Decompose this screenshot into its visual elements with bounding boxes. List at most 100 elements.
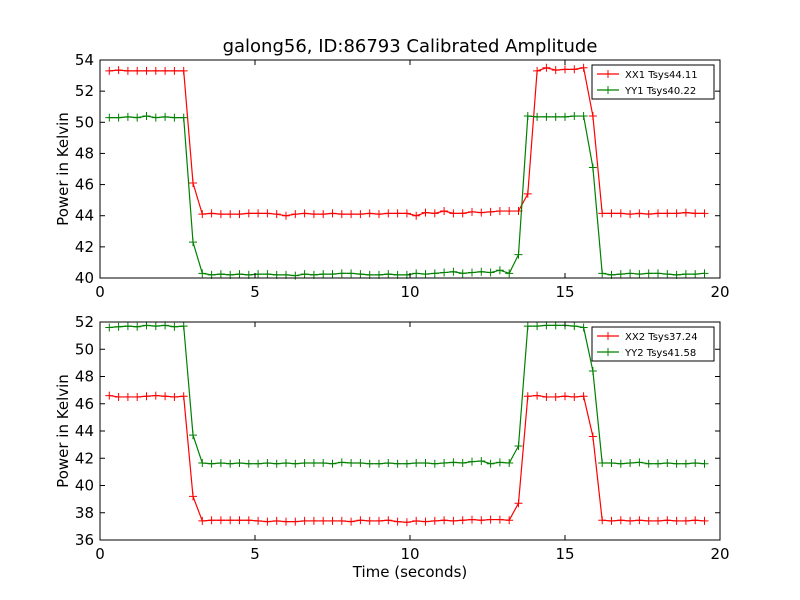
data-point: [458, 459, 467, 468]
data-point: [133, 322, 142, 331]
data-point: [616, 209, 625, 218]
y-tick-label: 42: [75, 238, 94, 256]
data-point: [198, 516, 207, 525]
data-point: [319, 270, 328, 279]
data-point: [133, 113, 142, 122]
data-point: [207, 516, 216, 525]
data-point: [449, 267, 458, 276]
data-point: [347, 269, 356, 278]
data-point: [365, 516, 374, 525]
data-point: [495, 515, 504, 524]
data-point: [523, 112, 532, 121]
data-point: [179, 392, 188, 401]
chart-title: galong56, ID:86793 Calibrated Amplitude: [223, 36, 598, 57]
data-point: [170, 113, 179, 122]
data-point: [216, 516, 225, 525]
data-point: [523, 322, 532, 331]
data-point: [142, 66, 151, 75]
data-point: [477, 456, 486, 465]
data-point: [468, 457, 476, 466]
legend-marker: [604, 348, 612, 356]
y-tick-label: 52: [75, 313, 94, 331]
x-tick-label: 15: [555, 283, 574, 301]
data-point: [579, 392, 588, 401]
data-point: [189, 431, 197, 440]
data-point: [663, 459, 672, 468]
data-point: [170, 322, 179, 331]
data-point: [635, 270, 644, 279]
data-point: [300, 516, 309, 525]
data-point: [337, 458, 346, 467]
data-point: [672, 459, 681, 468]
legend-label: XX1 Tsys44.11: [625, 70, 698, 81]
data-point: [328, 516, 337, 525]
legend-marker: [604, 332, 612, 340]
data-point: [226, 459, 235, 468]
data-point: [691, 516, 700, 525]
y-tick-label: 54: [75, 51, 94, 69]
data-point: [170, 66, 179, 75]
data-point: [672, 516, 681, 525]
data-point: [654, 209, 662, 218]
data-point: [114, 322, 123, 331]
series-1: [105, 63, 709, 220]
data-point: [458, 209, 467, 218]
data-point: [430, 269, 439, 278]
data-point: [672, 209, 681, 218]
data-point: [505, 269, 514, 278]
data-point: [114, 113, 123, 122]
data-point: [272, 516, 281, 525]
data-point: [393, 517, 402, 526]
data-point: [207, 209, 216, 218]
data-point: [477, 267, 486, 276]
data-point: [123, 112, 132, 121]
legend: XX1 Tsys44.11 YY1 Tsys40.22: [591, 64, 715, 100]
data-point: [133, 392, 142, 401]
data-point: [505, 207, 514, 216]
data-point: [635, 458, 644, 467]
x-tick-label: 0: [95, 545, 105, 563]
data-point: [468, 515, 476, 524]
data-point: [477, 208, 486, 217]
data-point: [663, 516, 672, 525]
data-point: [616, 516, 625, 525]
data-point: [458, 516, 467, 525]
data-point: [198, 459, 207, 468]
data-point: [495, 207, 504, 216]
data-point: [179, 66, 188, 75]
legend-label: XX2 Tsys37.24: [625, 332, 698, 343]
data-point: [663, 270, 672, 279]
data-point: [495, 266, 504, 275]
data-point: [486, 268, 495, 277]
data-point: [365, 459, 374, 468]
data-point: [337, 269, 346, 278]
y-tick-label: 48: [75, 368, 94, 386]
y-tick-label: 50: [75, 340, 94, 358]
data-point: [356, 210, 365, 219]
data-point: [570, 392, 579, 401]
data-point: [365, 209, 374, 218]
y-tick-label: 42: [75, 449, 94, 467]
data-point: [123, 66, 132, 75]
data-point: [123, 322, 132, 331]
y-tick-label: 46: [75, 395, 94, 413]
data-point: [216, 270, 225, 279]
data-point: [449, 458, 458, 467]
data-point: [533, 66, 542, 75]
data-point: [654, 269, 662, 278]
data-point: [263, 209, 272, 218]
legend: XX2 Tsys37.24 YY2 Tsys41.58: [591, 326, 715, 362]
legend-marker: [604, 86, 612, 94]
data-point: [430, 459, 439, 468]
data-point: [319, 516, 328, 525]
data-point: [402, 459, 411, 468]
data-point: [681, 208, 690, 217]
data-point: [291, 459, 300, 468]
data-point: [114, 392, 123, 401]
data-point: [263, 459, 272, 468]
data-point: [300, 209, 309, 218]
data-point: [272, 459, 281, 468]
data-point: [607, 459, 616, 468]
data-point: [523, 392, 532, 401]
data-point: [393, 209, 402, 218]
